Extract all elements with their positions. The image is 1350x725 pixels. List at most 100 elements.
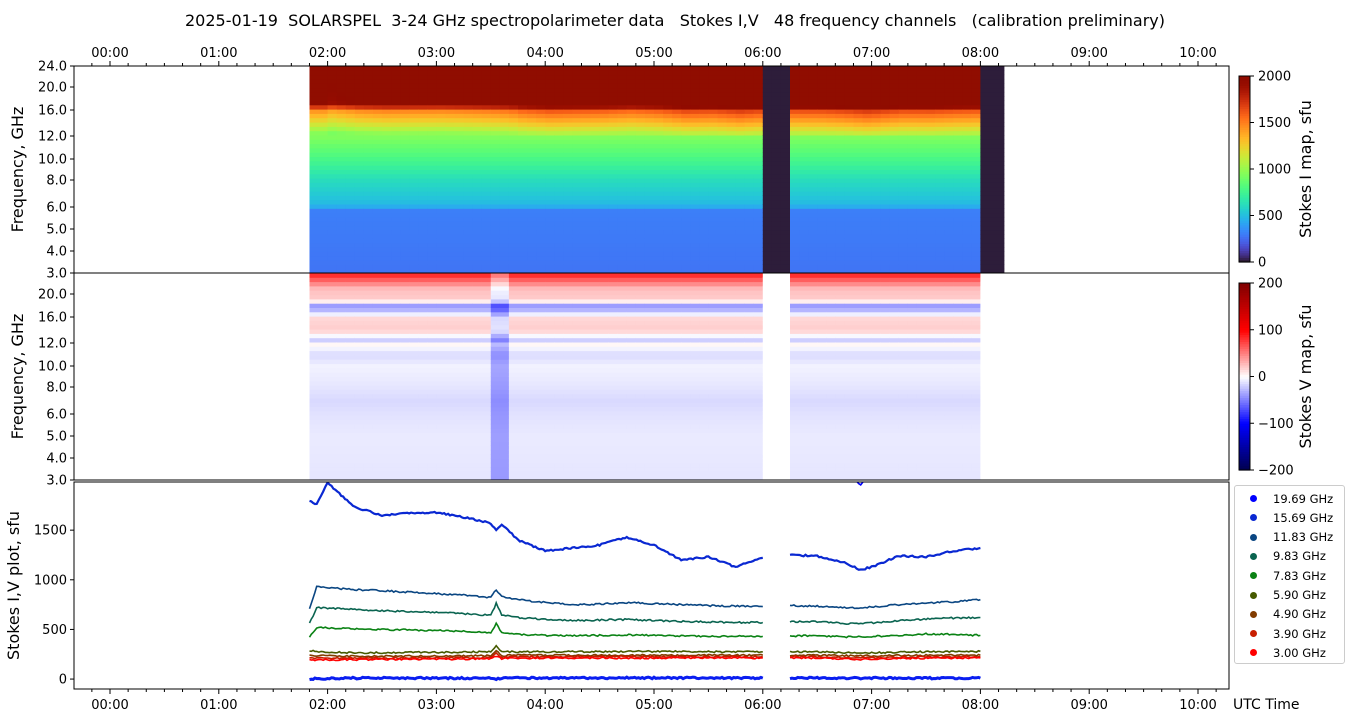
heatmap-cell (328, 377, 338, 382)
heatmap-cell (944, 251, 954, 256)
heatmap-cell (718, 70, 728, 75)
heatmap-cell (835, 178, 845, 183)
heatmap-cell (817, 256, 827, 261)
heatmap-cell (609, 260, 619, 265)
heatmap-cell (473, 157, 483, 162)
heatmap-cell (400, 463, 410, 468)
heatmap-cell (446, 415, 456, 420)
heatmap-cell (427, 424, 437, 429)
heatmap-cell (999, 243, 1005, 248)
heatmap-cell (990, 139, 1000, 144)
heatmap-cell (899, 92, 909, 97)
heatmap-cell (455, 126, 465, 131)
heatmap-cell (944, 247, 954, 252)
heatmap-cell (518, 286, 528, 291)
heatmap-cell (899, 234, 909, 239)
heatmap-cell (899, 139, 909, 144)
heatmap-cell (935, 230, 945, 235)
heatmap-cell (781, 234, 791, 239)
heatmap-cell (572, 226, 582, 231)
heatmap-cell (500, 333, 510, 338)
heatmap-cell (754, 221, 764, 226)
heatmap-cell (355, 217, 365, 222)
heatmap-cell (482, 467, 492, 472)
heatmap-cell (545, 226, 555, 231)
heatmap-cell (527, 299, 537, 304)
heatmap-cell (473, 329, 483, 334)
heatmap-cell (545, 264, 555, 269)
heatmap-cell (446, 458, 456, 463)
heatmap-cell (382, 441, 392, 446)
heatmap-cell (572, 251, 582, 256)
heatmap-cell (319, 83, 329, 88)
heatmap-cell (627, 83, 637, 88)
heatmap-cell (636, 139, 646, 144)
heatmap-cell (518, 126, 528, 131)
heatmap-cell (346, 290, 356, 295)
heatmap-cell (518, 182, 528, 187)
heatmap-cell (609, 148, 619, 153)
heatmap-cell (446, 407, 456, 412)
heatmap-cell (808, 109, 818, 114)
heatmap-cell (563, 70, 573, 75)
heatmap-cell (418, 161, 428, 166)
heatmap-cell (582, 79, 592, 84)
heatmap-cell (418, 243, 428, 248)
heatmap-cell (609, 213, 619, 218)
heatmap-cell (953, 200, 963, 205)
heatmap-cell (446, 88, 456, 93)
heatmap-cell (446, 170, 456, 175)
heatmap-cell (427, 286, 437, 291)
heatmap-cell (799, 126, 809, 131)
heatmap-cell (944, 144, 954, 149)
heatmap-cell (962, 144, 972, 149)
heatmap-cell (473, 372, 483, 377)
heatmap-cell (817, 101, 827, 106)
heatmap-cell (990, 256, 1000, 261)
heatmap-cell (808, 139, 818, 144)
heatmap-cell (554, 109, 564, 114)
heatmap-cell (364, 131, 374, 136)
heatmap-cell (427, 96, 437, 101)
heatmap-cell (409, 139, 419, 144)
heatmap-cell (473, 239, 483, 244)
heatmap-cell (627, 170, 637, 175)
heatmap-cell (890, 109, 900, 114)
heatmap-cell (763, 109, 773, 114)
heatmap-cell (799, 113, 809, 118)
heatmap-cell (436, 101, 446, 106)
heatmap-cell (473, 381, 483, 386)
heatmap-cell (844, 165, 854, 170)
heatmap-cell (319, 428, 329, 433)
heatmap-cell (464, 329, 474, 334)
heatmap-cell (473, 139, 483, 144)
heatmap-cell (654, 152, 664, 157)
heatmap-cell (527, 398, 537, 403)
heatmap-cell (391, 346, 401, 351)
heatmap-cell (527, 385, 537, 390)
heatmap-cell (373, 463, 383, 468)
heatmap-cell (554, 174, 564, 179)
heatmap-cell (473, 243, 483, 248)
heatmap-cell (872, 122, 882, 127)
heatmap-cell (636, 200, 646, 205)
heatmap-cell (745, 256, 755, 261)
heatmap-cell (781, 243, 791, 248)
heatmap-cell (446, 277, 456, 282)
heatmap-cell (699, 152, 709, 157)
heatmap-cell (772, 79, 782, 84)
heatmap-cell (518, 385, 528, 390)
heatmap-cell (917, 96, 927, 101)
heatmap-cell (754, 96, 764, 101)
heatmap-cell (400, 342, 410, 347)
heatmap-cell (337, 182, 347, 187)
heatmap-cell (509, 312, 519, 317)
heatmap-cell (863, 226, 873, 231)
heatmap-cell (337, 454, 347, 459)
heatmap-cell (446, 368, 456, 373)
heatmap-cell (455, 424, 465, 429)
heatmap-cell (364, 200, 374, 205)
heatmap-cell (582, 75, 592, 80)
heatmap-cell (799, 178, 809, 183)
heatmap-cell (636, 221, 646, 226)
